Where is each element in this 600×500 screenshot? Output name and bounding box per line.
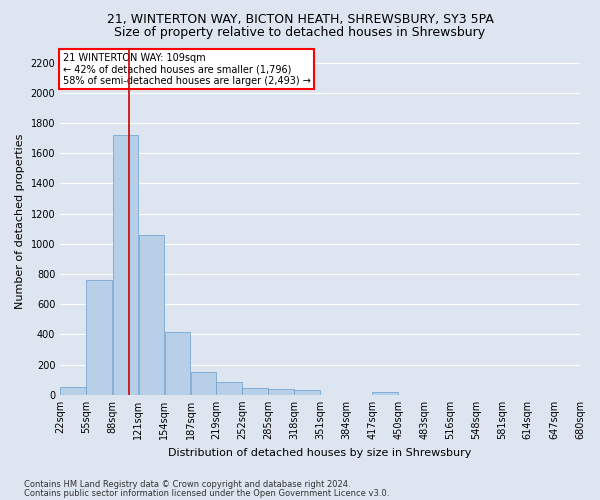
Y-axis label: Number of detached properties: Number of detached properties: [15, 134, 25, 309]
Bar: [373, 392, 398, 395]
X-axis label: Distribution of detached houses by size in Shrewsbury: Distribution of detached houses by size …: [169, 448, 472, 458]
Bar: [61, 386, 86, 395]
Bar: [191, 372, 217, 395]
Bar: [242, 388, 268, 395]
Text: 21, WINTERTON WAY, BICTON HEATH, SHREWSBURY, SY3 5PA: 21, WINTERTON WAY, BICTON HEATH, SHREWSB…: [107, 12, 493, 26]
Bar: [216, 382, 242, 395]
Bar: [164, 332, 190, 395]
Text: 21 WINTERTON WAY: 109sqm
← 42% of detached houses are smaller (1,796)
58% of sem: 21 WINTERTON WAY: 109sqm ← 42% of detach…: [63, 52, 311, 86]
Text: Contains public sector information licensed under the Open Government Licence v3: Contains public sector information licen…: [24, 488, 389, 498]
Text: Contains HM Land Registry data © Crown copyright and database right 2024.: Contains HM Land Registry data © Crown c…: [24, 480, 350, 489]
Bar: [113, 135, 138, 395]
Text: Size of property relative to detached houses in Shrewsbury: Size of property relative to detached ho…: [115, 26, 485, 39]
Bar: [139, 234, 164, 395]
Bar: [294, 390, 320, 395]
Bar: [86, 280, 112, 395]
Bar: [268, 389, 294, 395]
